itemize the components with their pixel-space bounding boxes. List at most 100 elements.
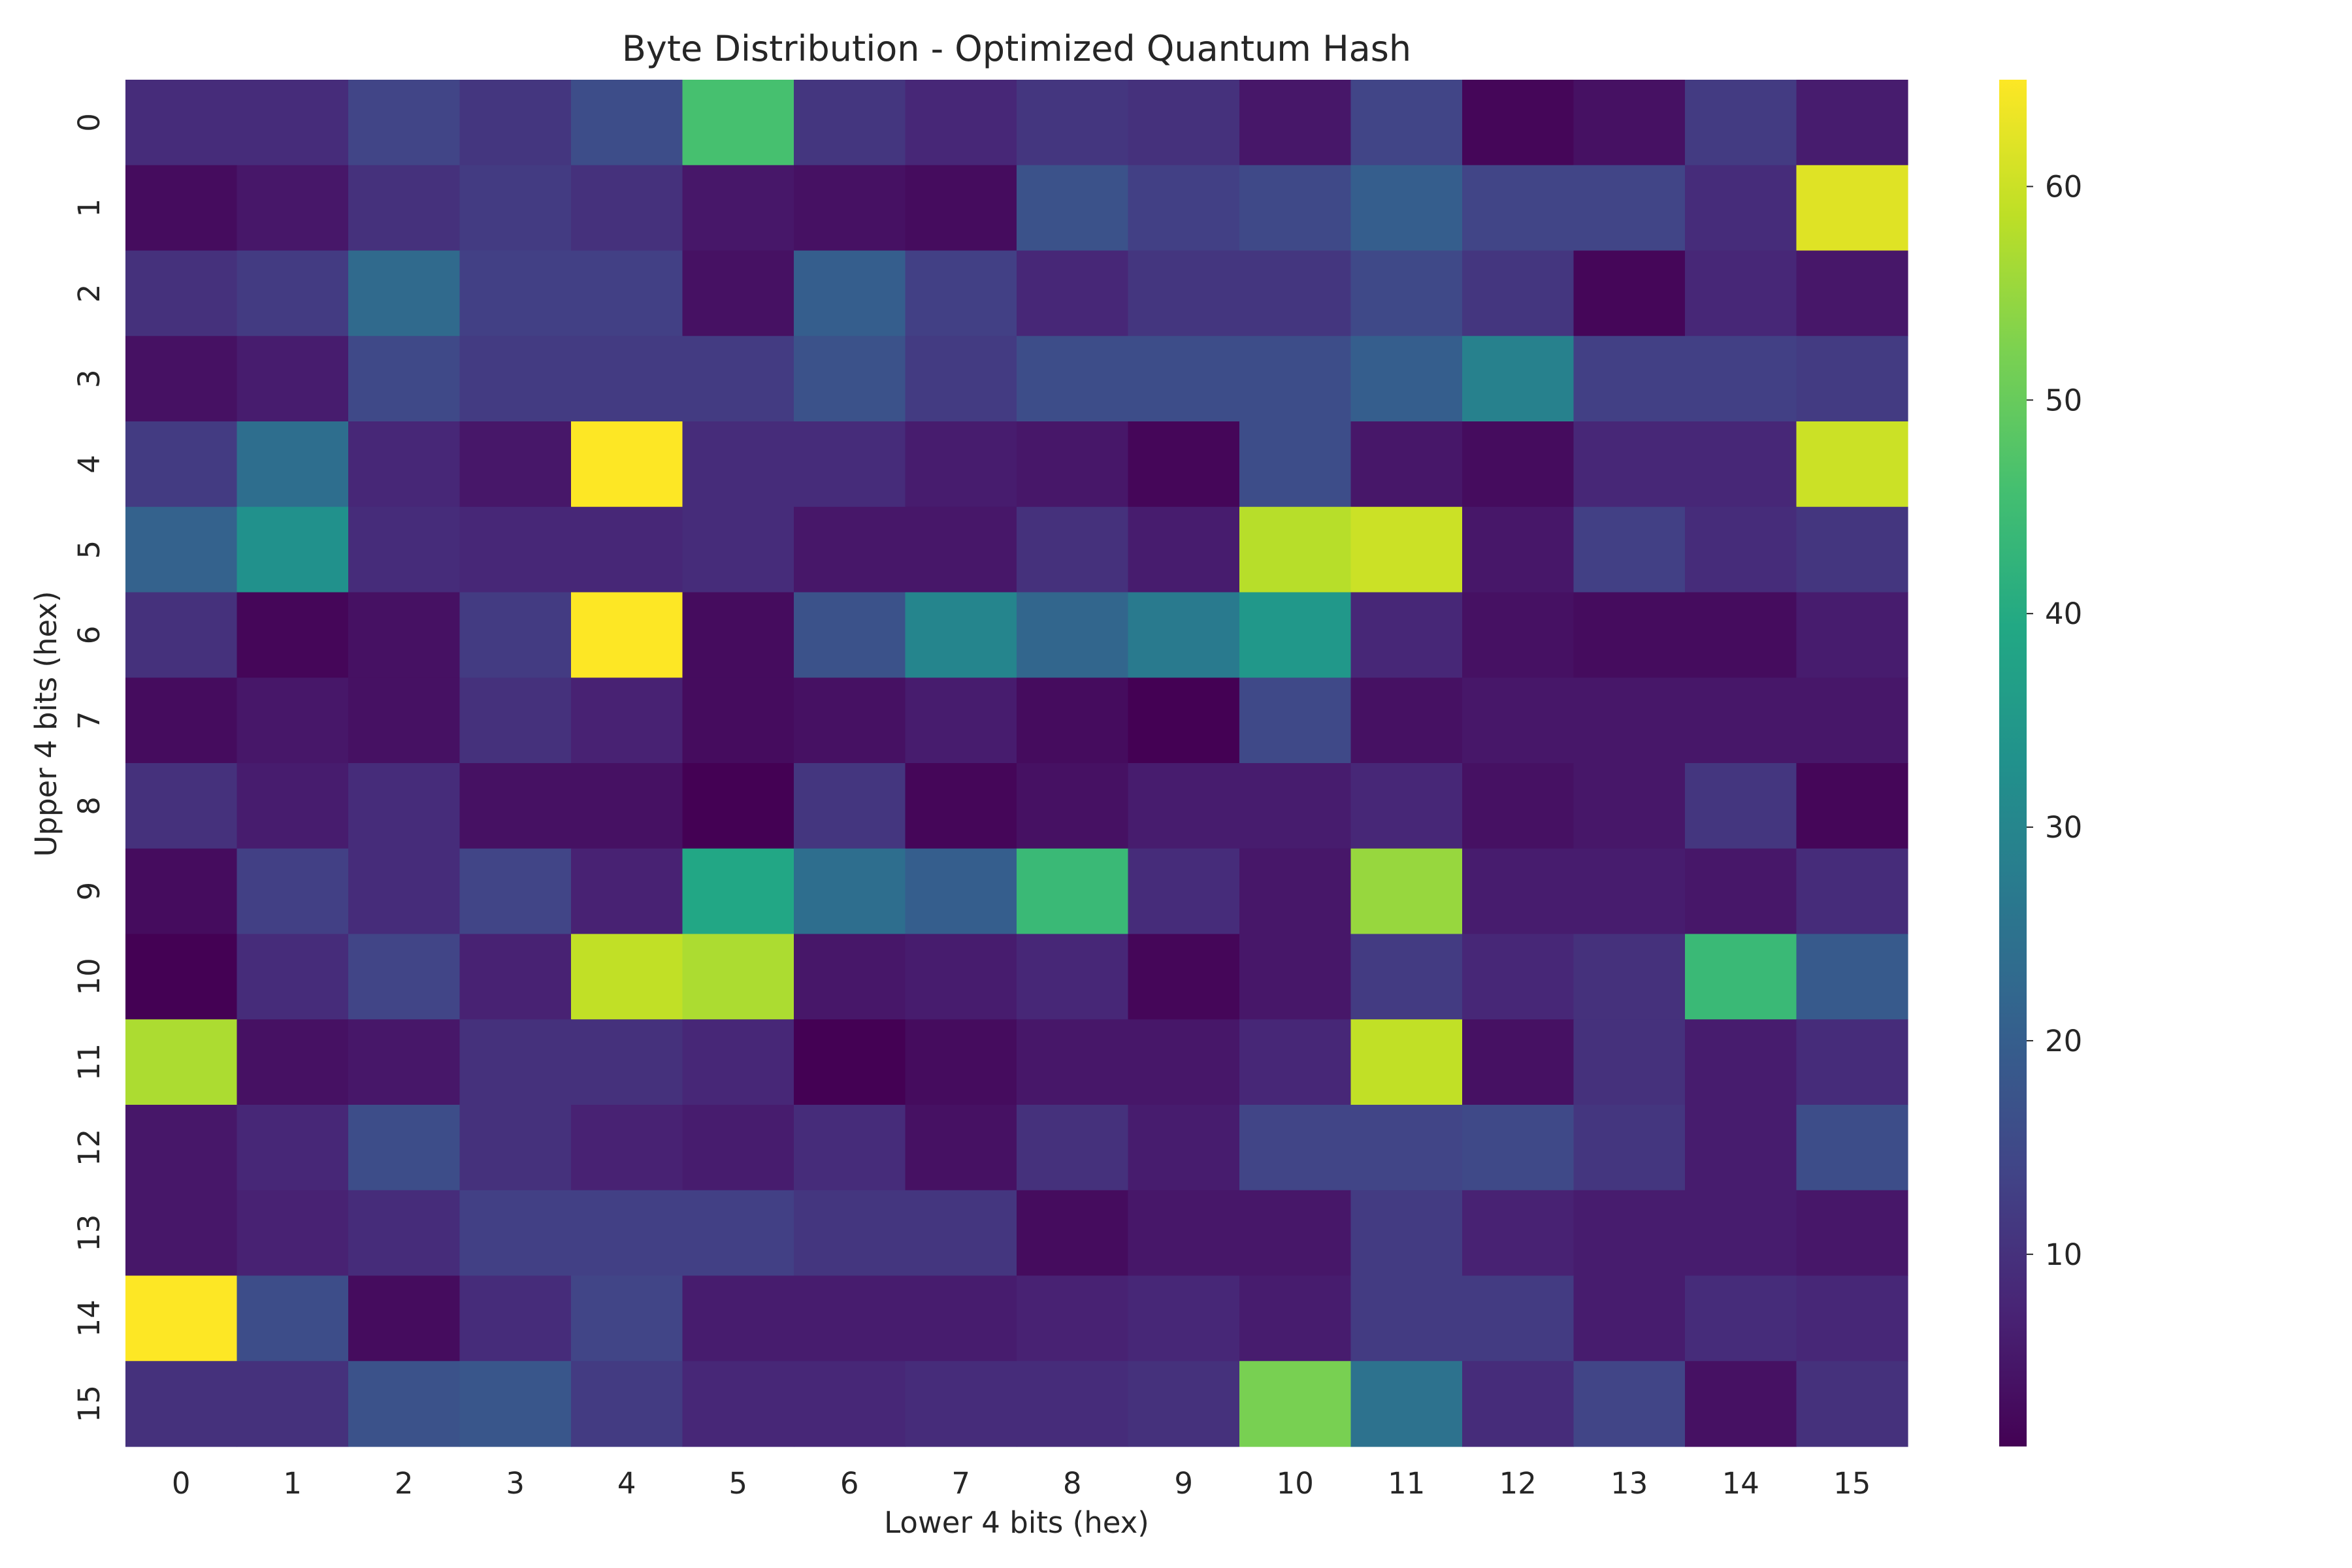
y-tick-label: 4 [72,455,106,474]
heatmap-cell [1573,1361,1686,1447]
x-tick-label: 15 [1833,1466,1870,1501]
heatmap-cell [459,1190,572,1277]
heatmap-cell [1350,848,1463,935]
heatmap-cell [237,934,349,1020]
heatmap-cell [1128,1361,1240,1447]
heatmap-cell [1462,165,1575,252]
heatmap-cell [1573,165,1686,252]
heatmap-cell [1796,1019,1908,1105]
heatmap-cell [682,848,794,935]
heatmap-cell [1573,592,1686,678]
heatmap-cell [905,421,1017,508]
colorbar-tick-label: 60 [2045,169,2082,204]
heatmap-cell [1573,1105,1686,1191]
heatmap-cell [682,763,794,849]
heatmap-cell [125,678,238,764]
heatmap-cell [1350,1190,1463,1277]
heatmap-cell [125,80,238,166]
heatmap-cell [1685,848,1797,935]
heatmap-cell [1796,848,1908,935]
heatmap-cell [1350,506,1463,593]
heatmap-cell [571,506,683,593]
x-tick-label: 14 [1722,1466,1759,1501]
heatmap-cell [682,250,794,336]
x-tick-label: 5 [728,1466,747,1501]
heatmap-cell [1462,250,1575,336]
x-tick-label: 6 [840,1466,859,1501]
heatmap-cell [348,421,461,508]
heatmap-cell [794,1019,906,1105]
heatmap-cell [794,1190,906,1277]
heatmap-cell [1350,1275,1463,1362]
colorbar-ticks: 10 20 30 40 50 60 [2027,169,2082,1272]
heatmap-cell [1128,763,1240,849]
heatmap-cell [1017,80,1129,166]
x-tick-label: 1 [283,1466,302,1501]
heatmap-cell [571,336,683,422]
heatmap-cell [1350,1105,1463,1191]
heatmap-cell [1685,763,1797,849]
heatmap-cell [1462,1361,1575,1447]
heatmap-cell [1796,165,1908,252]
heatmap-cell [348,1190,461,1277]
heatmap-cell [348,1275,461,1362]
heatmap-cell [794,592,906,678]
heatmap-cell [1685,1019,1797,1105]
heatmap-cell [125,506,238,593]
heatmap-cell [1462,592,1575,678]
heatmap-cell [459,165,572,252]
heatmap-cell [571,1275,683,1362]
heatmap-cell [1350,763,1463,849]
heatmap-cell [571,678,683,764]
heatmap-cell [1796,336,1908,422]
heatmap-cell [125,1190,238,1277]
heatmap-cell [571,1361,683,1447]
heatmap-cell [1239,421,1352,508]
heatmap-cell [794,848,906,935]
y-tick-label: 7 [72,711,106,730]
heatmap-cell [348,678,461,764]
heatmap-cell [1128,506,1240,593]
y-tick-label: 2 [72,284,106,303]
heatmap-cell [125,592,238,678]
colorbar-tick-label: 20 [2045,1024,2082,1058]
heatmap-cell [571,80,683,166]
heatmap-cell [1685,1361,1797,1447]
heatmap-cell [1239,592,1352,678]
y-tick-label: 15 [72,1385,106,1422]
x-tick-label: 0 [172,1466,191,1501]
heatmap-cell [1128,1019,1240,1105]
heatmap-cell [237,1361,349,1447]
heatmap-cell [237,592,349,678]
heatmap-cell [682,592,794,678]
heatmap-cell [905,848,1017,935]
y-tick-label: 11 [72,1043,106,1081]
heatmap-cell [794,250,906,336]
heatmap-cell [1573,336,1686,422]
heatmap-cell [794,421,906,508]
heatmap-cell [682,421,794,508]
heatmap-cell [571,1105,683,1191]
heatmap-cell [1685,80,1797,166]
x-axis-label: Lower 4 bits (hex) [884,1505,1149,1540]
heatmap-cell [1350,1361,1463,1447]
heatmap-cell [125,1361,238,1447]
heatmap-cell [125,165,238,252]
heatmap-cell [1573,1019,1686,1105]
heatmap-cell [1462,1190,1575,1277]
y-tick-label: 1 [72,199,106,218]
heatmap-cell [1685,1190,1797,1277]
heatmap-cell [682,934,794,1020]
heatmap-cell [1128,934,1240,1020]
heatmap-cell [459,336,572,422]
heatmap-cell [1796,678,1908,764]
heatmap-cell [905,250,1017,336]
heatmap-cell [348,165,461,252]
heatmap-cell [794,763,906,849]
heatmap-cell [1462,763,1575,849]
x-tick-label: 11 [1388,1466,1425,1501]
heatmap-cell [1239,336,1352,422]
heatmap-cell [905,1105,1017,1191]
x-tick-label: 2 [395,1466,414,1501]
heatmap-cell [459,506,572,593]
